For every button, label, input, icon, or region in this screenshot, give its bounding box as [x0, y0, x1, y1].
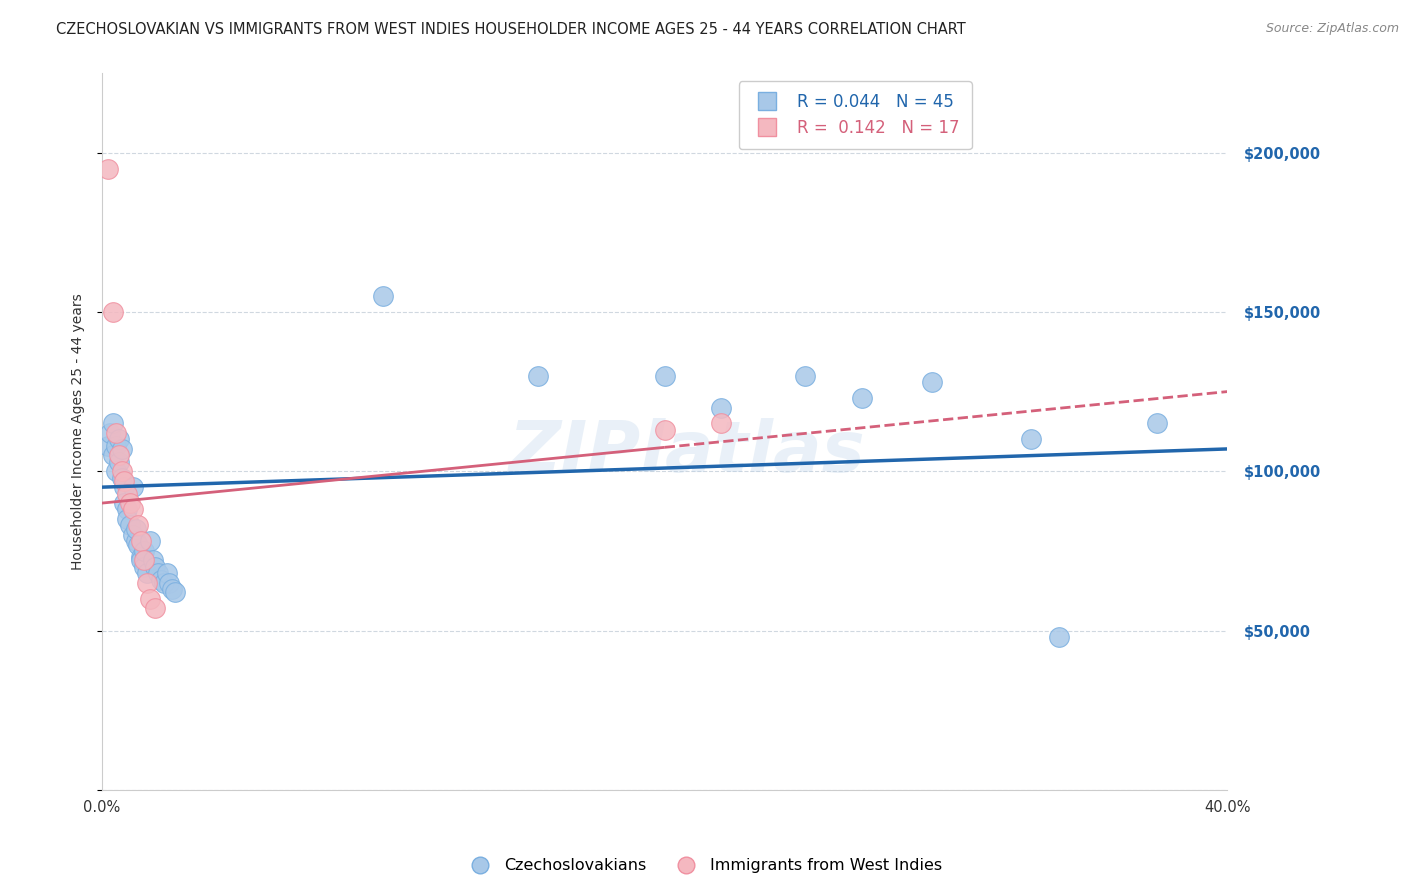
Point	[527, 368, 550, 383]
Point	[115, 502, 138, 516]
Legend: R = 0.044   N = 45, R =  0.142   N = 17: R = 0.044 N = 45, R = 0.142 N = 17	[740, 81, 972, 149]
Point	[710, 401, 733, 415]
Point	[107, 433, 129, 447]
Point	[129, 534, 152, 549]
Point	[654, 368, 676, 383]
Point	[107, 448, 129, 462]
Point	[1146, 417, 1168, 431]
Point	[136, 575, 159, 590]
Point	[101, 448, 124, 462]
Point	[115, 486, 138, 500]
Point	[124, 522, 146, 536]
Point	[153, 575, 176, 590]
Point	[710, 417, 733, 431]
Point	[139, 534, 162, 549]
Legend: Czechoslovakians, Immigrants from West Indies: Czechoslovakians, Immigrants from West I…	[457, 852, 949, 880]
Point	[112, 480, 135, 494]
Point	[654, 423, 676, 437]
Point	[150, 573, 173, 587]
Point	[794, 368, 817, 383]
Point	[104, 425, 127, 440]
Point	[110, 470, 132, 484]
Point	[121, 480, 143, 494]
Point	[115, 512, 138, 526]
Point	[98, 425, 121, 440]
Point	[148, 566, 170, 581]
Point	[129, 553, 152, 567]
Point	[107, 455, 129, 469]
Point	[121, 528, 143, 542]
Point	[110, 442, 132, 456]
Point	[112, 496, 135, 510]
Point	[162, 582, 184, 596]
Point	[127, 537, 149, 551]
Text: Source: ZipAtlas.com: Source: ZipAtlas.com	[1265, 22, 1399, 36]
Point	[139, 591, 162, 606]
Point	[134, 544, 156, 558]
Point	[145, 601, 167, 615]
Point	[104, 439, 127, 453]
Point	[96, 161, 118, 176]
Point	[127, 518, 149, 533]
Point	[121, 502, 143, 516]
Point	[101, 417, 124, 431]
Point	[142, 553, 165, 567]
Point	[134, 559, 156, 574]
Text: CZECHOSLOVAKIAN VS IMMIGRANTS FROM WEST INDIES HOUSEHOLDER INCOME AGES 25 - 44 Y: CZECHOSLOVAKIAN VS IMMIGRANTS FROM WEST …	[56, 22, 966, 37]
Point	[1047, 630, 1070, 644]
Point	[373, 289, 395, 303]
Point	[165, 585, 187, 599]
Point	[124, 534, 146, 549]
Point	[145, 559, 167, 574]
Point	[129, 550, 152, 565]
Y-axis label: Householder Income Ages 25 - 44 years: Householder Income Ages 25 - 44 years	[72, 293, 86, 570]
Text: ZIPlatlas: ZIPlatlas	[509, 418, 866, 487]
Point	[921, 375, 943, 389]
Point	[112, 474, 135, 488]
Point	[118, 496, 141, 510]
Point	[156, 566, 179, 581]
Point	[96, 439, 118, 453]
Point	[104, 464, 127, 478]
Point	[118, 518, 141, 533]
Point	[851, 391, 873, 405]
Point	[136, 566, 159, 581]
Point	[101, 305, 124, 319]
Point	[1019, 433, 1042, 447]
Point	[134, 553, 156, 567]
Point	[159, 575, 181, 590]
Point	[110, 464, 132, 478]
